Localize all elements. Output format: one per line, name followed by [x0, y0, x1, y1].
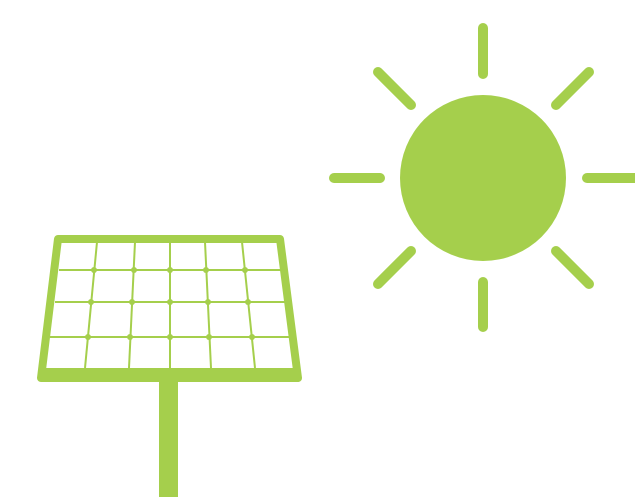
joint [91, 267, 97, 273]
joint [205, 299, 211, 305]
sun [329, 23, 635, 332]
joint [249, 334, 255, 340]
joint [88, 299, 94, 305]
panel-base [40, 368, 299, 379]
joint [203, 267, 209, 273]
joint [85, 334, 91, 340]
sun-ray [373, 67, 416, 110]
joint [167, 334, 173, 340]
joint [129, 299, 135, 305]
sun-ray [373, 246, 416, 289]
joint [131, 267, 137, 273]
solar-panel [37, 235, 302, 497]
panel-pole [159, 380, 178, 497]
sun-ray [551, 246, 594, 289]
sun-disc [400, 95, 566, 261]
joint [127, 334, 133, 340]
sun-ray [551, 67, 594, 110]
joint [206, 334, 212, 340]
grid-column [241, 241, 256, 369]
joint [167, 299, 173, 305]
panel-joints [85, 267, 255, 340]
joint [242, 267, 248, 273]
panel-grid [50, 241, 291, 369]
joint [167, 267, 173, 273]
joint [245, 299, 251, 305]
